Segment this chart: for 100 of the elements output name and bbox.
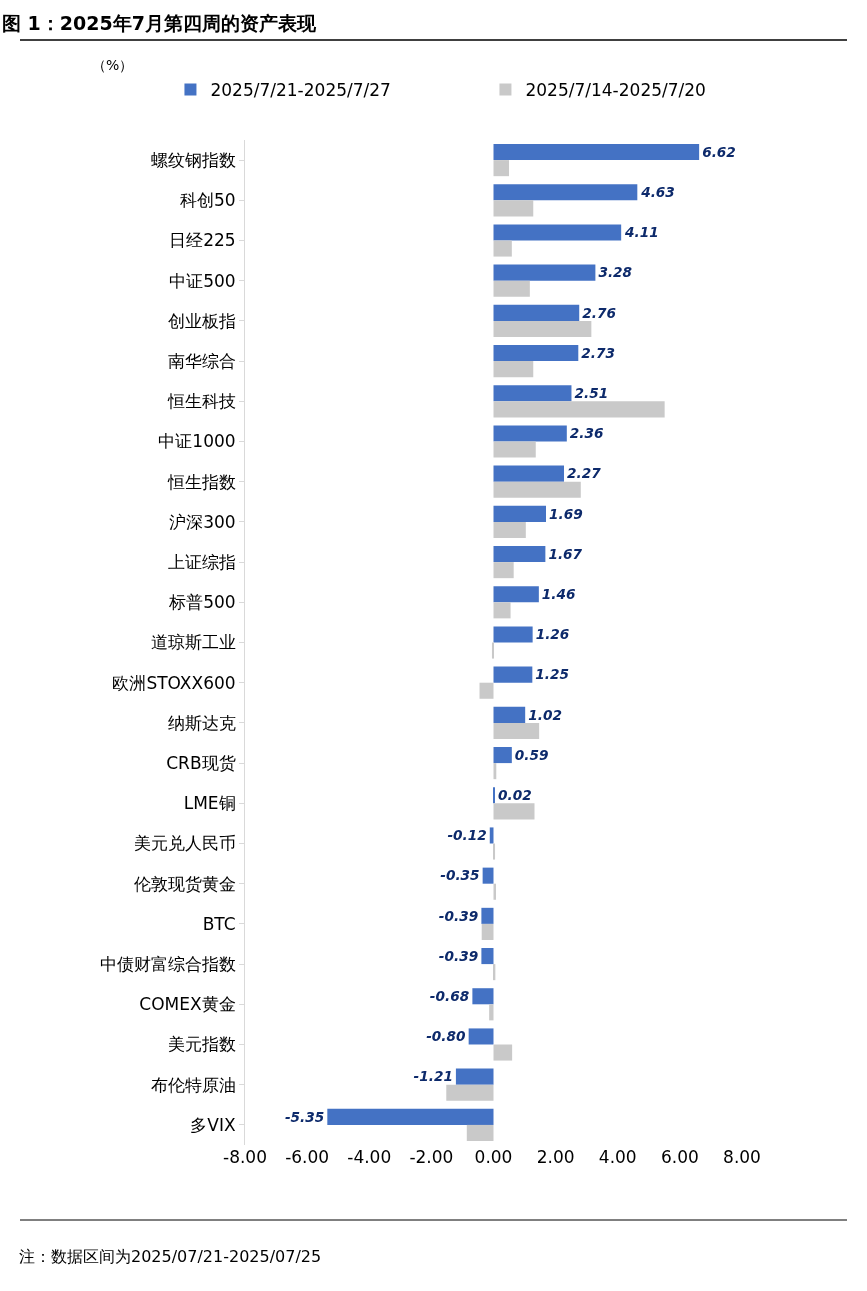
y-tick-label: 螺纹钢指数 <box>150 150 236 171</box>
bar <box>493 441 536 458</box>
y-tick-label: 科创50 <box>179 190 236 211</box>
data-label: -0.12 <box>447 827 487 844</box>
y-tick-label: 沪深300 <box>169 511 236 532</box>
data-label: 2.51 <box>574 385 609 402</box>
y-tick-label: 美元指数 <box>167 1034 236 1055</box>
data-label: 2.73 <box>581 344 616 361</box>
data-label: 2.76 <box>582 304 617 321</box>
data-label: -0.35 <box>440 867 480 884</box>
data-label: 1.67 <box>548 545 583 562</box>
data-label: 0.59 <box>514 746 549 763</box>
bar <box>493 144 700 161</box>
bar <box>493 304 580 321</box>
data-label: 1.25 <box>535 666 570 683</box>
y-tick-label: 布伦特原油 <box>150 1074 236 1095</box>
bar <box>493 184 638 201</box>
y-tick-label: 南华综合 <box>167 351 236 372</box>
y-tick-label: 中债财富综合指数 <box>99 954 236 975</box>
bar <box>491 642 494 659</box>
data-label: -0.80 <box>426 1028 466 1045</box>
y-tick-label: 日经225 <box>169 230 236 251</box>
y-tick-label: 道琼斯工业 <box>150 632 236 653</box>
bar <box>493 747 512 764</box>
bar <box>493 425 567 442</box>
bar <box>493 602 511 619</box>
bar <box>493 586 539 603</box>
bar <box>493 240 512 257</box>
bar <box>481 948 494 965</box>
bar <box>489 827 494 844</box>
data-label: -5.35 <box>284 1108 325 1125</box>
bar <box>493 465 565 482</box>
bar <box>493 345 579 362</box>
x-tick-label: -8.00 <box>223 1147 267 1167</box>
y-tick-label: 欧洲STOXX600 <box>112 672 236 693</box>
legend-label: 2025/7/14-2025/7/20 <box>525 80 706 101</box>
bar <box>493 666 533 683</box>
x-tick-label: -2.00 <box>409 1147 454 1167</box>
y-tick-label: 恒生科技 <box>166 391 236 412</box>
bar <box>493 200 534 217</box>
bar <box>481 923 494 940</box>
text: 注：数据区间为2025/07/21-2025/07/25 <box>19 1247 322 1266</box>
data-label: -0.39 <box>438 907 479 924</box>
bar <box>468 1028 494 1045</box>
bar <box>493 224 622 241</box>
data-label: -0.39 <box>438 947 479 964</box>
data-label: 0.02 <box>498 787 532 804</box>
text: （%） <box>92 57 134 73</box>
bar <box>493 401 665 418</box>
data-label: 4.63 <box>640 184 675 201</box>
bar <box>493 626 533 643</box>
data-label: 1.02 <box>528 706 562 723</box>
bar <box>493 320 592 337</box>
y-tick-label: 中证500 <box>169 270 236 291</box>
bar <box>446 1084 494 1101</box>
y-tick-label: BTC <box>202 913 236 934</box>
y-tick-label: COMEX黄金 <box>139 994 236 1015</box>
bar <box>327 1108 494 1125</box>
data-label: -1.21 <box>413 1068 453 1085</box>
data-label: -0.68 <box>429 988 470 1005</box>
y-tick-label: 中证1000 <box>158 431 236 452</box>
bar <box>466 1124 494 1141</box>
bar <box>493 160 510 177</box>
x-tick-label: -4.00 <box>347 1147 392 1167</box>
legend-label: 2025/7/21-2025/7/27 <box>210 80 391 101</box>
x-tick-label: 4.00 <box>598 1147 637 1167</box>
y-tick-label: LME铜 <box>183 793 236 814</box>
bar <box>489 1004 494 1021</box>
y-tick-label: 纳斯达克 <box>167 712 236 733</box>
bar <box>482 867 494 884</box>
x-tick-label: 8.00 <box>723 1147 761 1167</box>
bar <box>493 264 596 281</box>
bar <box>455 1068 494 1085</box>
bar <box>493 722 540 739</box>
data-label: 4.11 <box>623 224 659 241</box>
bar <box>493 1044 513 1061</box>
chart-title: 图 1：2025年7月第四周的资产表现 <box>2 12 317 34</box>
bar <box>479 682 494 699</box>
bar <box>493 280 530 297</box>
y-tick-label: 美元兑人民币 <box>133 833 236 854</box>
x-tick-label: -6.00 <box>285 1147 330 1167</box>
data-label: 2.36 <box>569 425 605 442</box>
y-tick-label: 多VIX <box>190 1114 236 1135</box>
data-label: 2.27 <box>567 465 602 482</box>
data-label: 3.28 <box>598 264 633 281</box>
y-tick-label: 标普500 <box>168 592 236 613</box>
bar <box>493 521 526 538</box>
y-tick-label: 恒生指数 <box>166 471 236 492</box>
x-tick-label: 2.00 <box>536 1147 575 1167</box>
y-tick-label: 创业板指 <box>167 310 236 331</box>
y-tick-label: 伦敦现货黄金 <box>133 873 236 894</box>
data-label: 1.69 <box>549 505 583 522</box>
bar <box>493 481 581 498</box>
bar <box>493 505 546 522</box>
x-tick-label: 6.00 <box>660 1147 699 1167</box>
bar <box>481 907 494 924</box>
x-tick-label: 0.00 <box>474 1147 513 1167</box>
bar <box>493 361 534 378</box>
data-label: 6.62 <box>702 143 736 160</box>
y-tick-label: CRB现货 <box>166 753 236 774</box>
